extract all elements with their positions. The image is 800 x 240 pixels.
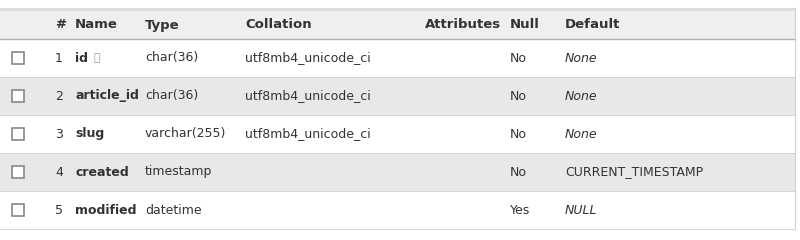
Text: 5: 5 (55, 204, 63, 216)
Text: created: created (75, 166, 129, 179)
Text: None: None (565, 127, 598, 140)
Text: slug: slug (75, 127, 104, 140)
Text: Type: Type (145, 18, 180, 31)
Bar (12, 90, 24, 102)
Text: char(36): char(36) (145, 90, 198, 102)
Text: None: None (565, 90, 598, 102)
Text: modified: modified (75, 204, 137, 216)
Text: 2: 2 (55, 90, 63, 102)
Text: utf8mb4_unicode_ci: utf8mb4_unicode_ci (245, 90, 370, 102)
Bar (0, 153, 795, 191)
Text: utf8mb4_unicode_ci: utf8mb4_unicode_ci (245, 127, 370, 140)
Text: id: id (75, 52, 88, 65)
Bar (0, 191, 795, 229)
Bar (0, 8, 795, 11)
Bar (0, 77, 795, 115)
Text: utf8mb4_unicode_ci: utf8mb4_unicode_ci (245, 52, 370, 65)
Text: datetime: datetime (145, 204, 202, 216)
Text: No: No (510, 90, 527, 102)
Text: varchar(255): varchar(255) (145, 127, 226, 140)
Text: article_id: article_id (75, 90, 139, 102)
Bar (12, 204, 24, 216)
Text: NULL: NULL (565, 204, 598, 216)
Text: Yes: Yes (510, 204, 530, 216)
Text: 1: 1 (55, 52, 63, 65)
Text: Name: Name (75, 18, 118, 31)
Text: #: # (55, 18, 66, 31)
Text: 4: 4 (55, 166, 63, 179)
Text: Default: Default (565, 18, 620, 31)
Text: None: None (565, 52, 598, 65)
Text: CURRENT_TIMESTAMP: CURRENT_TIMESTAMP (565, 166, 703, 179)
Text: Null: Null (510, 18, 540, 31)
Bar (0, 115, 795, 153)
Text: 🔑: 🔑 (94, 53, 101, 63)
Text: timestamp: timestamp (145, 166, 212, 179)
Text: char(36): char(36) (145, 52, 198, 65)
Bar (0, 11, 795, 39)
Text: No: No (510, 127, 527, 140)
Bar (12, 52, 24, 64)
Text: 3: 3 (55, 127, 63, 140)
Bar (0, 39, 795, 77)
Bar (12, 128, 24, 140)
Text: Collation: Collation (245, 18, 312, 31)
Bar (12, 166, 24, 178)
Text: Attributes: Attributes (425, 18, 501, 31)
Text: No: No (510, 52, 527, 65)
Text: No: No (510, 166, 527, 179)
